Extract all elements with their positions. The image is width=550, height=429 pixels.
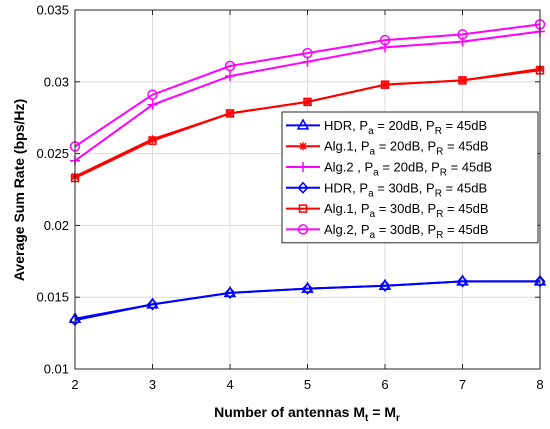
data-point — [224, 286, 236, 300]
y-tick-label: 0.02 — [44, 218, 69, 233]
x-axis-ticks: 2 3 4 5 6 7 8 — [71, 10, 544, 392]
y-tick-label: 0.015 — [36, 290, 69, 305]
legend-entry: Alg.2, Pa = 30dB, PR = 45dB — [286, 222, 489, 241]
legend-entry: HDR, Pa = 20dB, PR = 45dB — [286, 118, 487, 137]
legend-marker — [297, 181, 309, 194]
data-point — [148, 135, 157, 144]
data-point — [456, 275, 469, 288]
y-tick-label: 0.01 — [44, 362, 69, 377]
legend-label: Alg.2 , Pa = 20dB, PR = 45dB — [324, 160, 492, 179]
legend-label: HDR, Pa = 20dB, PR = 45dB — [324, 118, 487, 137]
legend-marker — [299, 142, 307, 151]
data-point — [379, 279, 391, 292]
legend-entry: Alg.1, Pa = 20dB, PR = 45dB — [286, 139, 489, 158]
data-point — [379, 34, 391, 46]
x-tick-label: 2 — [71, 377, 78, 392]
data-point — [147, 99, 158, 110]
data-point — [302, 56, 313, 67]
data-point — [302, 47, 313, 59]
legend-label: Alg.2, Pa = 30dB, PR = 45dB — [324, 222, 489, 241]
data-point — [148, 136, 157, 145]
y-tick-label: 0.025 — [36, 146, 69, 161]
x-tick-label: 4 — [226, 377, 233, 392]
y-axis-ticks: 0.01 0.015 0.02 0.025 0.03 0.035 — [36, 3, 540, 377]
legend-box — [281, 111, 539, 244]
legend-label: HDR, Pa = 30dB, PR = 45dB — [324, 180, 487, 199]
data-point — [457, 29, 468, 40]
data-point — [224, 60, 236, 72]
series-line — [74, 23, 541, 148]
data-point — [146, 298, 159, 311]
legend-label: Alg.1, Pa = 30dB, PR = 45dB — [324, 201, 489, 220]
series-line — [74, 69, 541, 179]
legend-marker — [298, 204, 308, 213]
series-line — [74, 280, 540, 322]
x-tick-label: 8 — [536, 377, 543, 392]
x-tick-label: 3 — [149, 377, 156, 392]
x-tick-label: 7 — [459, 377, 466, 392]
legend-label: Alg.1, Pa = 20dB, PR = 45dB — [324, 139, 489, 158]
y-axis-label: Average Sum Rate (bps/Hz) — [11, 99, 27, 281]
y-tick-label: 0.035 — [36, 3, 69, 18]
x-tick-label: 5 — [304, 377, 311, 392]
data-point — [225, 71, 235, 82]
data-point — [380, 80, 390, 89]
legend-marker — [296, 118, 310, 130]
legend-marker — [298, 162, 308, 172]
data-point — [458, 76, 467, 85]
legend-marker — [297, 224, 309, 235]
legend-entry: Alg.1, Pa = 30dB, PR = 45dB — [286, 201, 489, 220]
x-axis-label: Number of antennas Mt = Mr — [214, 404, 400, 424]
data-point — [225, 109, 235, 118]
legend: HDR, Pa = 20dB, PR = 45dB Alg.1, Pa = 20d… — [281, 111, 539, 244]
legend-entry: HDR, Pa = 30dB, PR = 45dB — [286, 180, 487, 199]
data-point — [301, 282, 314, 295]
legend-entry: Alg.2 , Pa = 20dB, PR = 45dB — [286, 160, 492, 179]
x-tick-label: 6 — [381, 377, 388, 392]
y-tick-label: 0.03 — [44, 74, 69, 89]
data-point — [147, 89, 158, 100]
data-point — [303, 97, 312, 107]
